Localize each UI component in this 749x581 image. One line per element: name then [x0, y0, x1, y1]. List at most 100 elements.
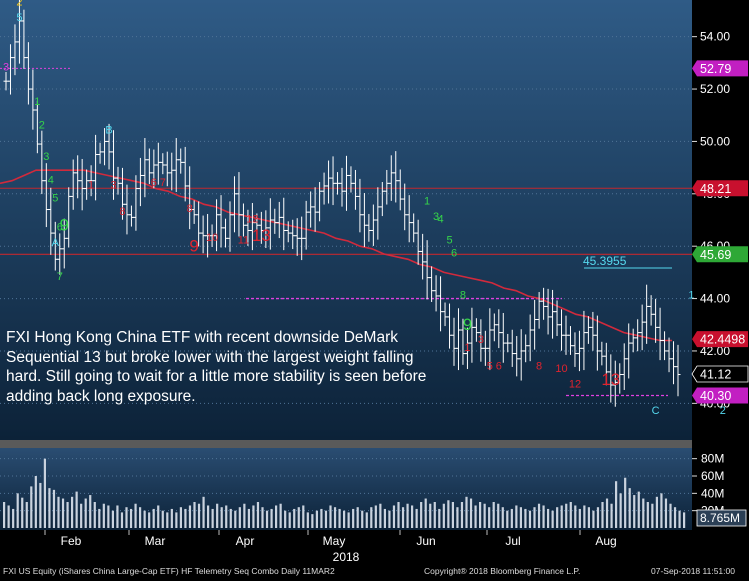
- volume-bar: [80, 503, 83, 528]
- demark-count: 1: [88, 180, 94, 192]
- demark-count: 7: [57, 271, 63, 283]
- axis-strip: [692, 0, 749, 530]
- volume-bar: [216, 503, 219, 528]
- footer-center: Copyright® 2018 Bloomberg Finance L.P.: [424, 566, 581, 576]
- volume-bar: [519, 507, 522, 528]
- volume-tick-label: 80M: [701, 452, 724, 466]
- demark-count: 5: [487, 360, 493, 372]
- volume-bar: [225, 505, 228, 528]
- volume-bar: [261, 507, 264, 528]
- volume-bar: [152, 508, 155, 528]
- volume-bar: [587, 507, 590, 528]
- volume-bar: [39, 482, 42, 528]
- volume-bar: [365, 512, 368, 528]
- demark-count: 11: [238, 235, 249, 247]
- volume-bar: [451, 502, 454, 528]
- volume-bar: [433, 502, 436, 528]
- volume-panel-background: [0, 448, 692, 530]
- volume-bar: [75, 491, 78, 528]
- month-label: Jul: [505, 534, 520, 548]
- volume-bar: [293, 508, 296, 528]
- demark-count: 10: [206, 232, 218, 244]
- volume-bar: [515, 505, 518, 528]
- volume-bar: [465, 496, 468, 528]
- y-tick-label: 50.00: [700, 134, 730, 148]
- volume-bar: [84, 498, 87, 528]
- demark-count: 1: [464, 342, 470, 354]
- volume-bar: [202, 496, 205, 528]
- volume-bar: [460, 502, 464, 528]
- volume-bar: [637, 491, 640, 528]
- volume-bar: [533, 507, 536, 528]
- price-tag: 48.21: [692, 180, 748, 197]
- volume-bar: [392, 505, 396, 528]
- volume-bar: [442, 503, 445, 528]
- svg-text:40.30: 40.30: [700, 389, 731, 403]
- demark-count: 6: [451, 248, 457, 260]
- month-label: May: [323, 534, 346, 548]
- svg-text:41.12: 41.12: [700, 368, 731, 382]
- volume-bar: [30, 486, 33, 528]
- volume-bar: [524, 508, 527, 528]
- volume-bar: [642, 498, 645, 528]
- volume-bar: [188, 505, 192, 528]
- volume-bar: [247, 508, 250, 528]
- volume-bar: [560, 505, 563, 528]
- volume-bar: [234, 510, 237, 528]
- volume-bar: [311, 514, 314, 528]
- volume-bar: [655, 496, 658, 528]
- volume-bar: [320, 508, 323, 528]
- volume-bar: [12, 508, 15, 528]
- demark-count: 8: [119, 206, 125, 218]
- volume-bar: [605, 498, 609, 528]
- volume-bar: [193, 502, 196, 528]
- volume-bar: [469, 498, 473, 528]
- month-label: Mar: [145, 534, 166, 548]
- price-tags: 52.79 48.21 45.69 42.4498 41.12 40.30: [691, 60, 749, 404]
- demark-count: 3: [433, 211, 439, 223]
- volume-bar: [420, 502, 423, 528]
- volume-bar: [211, 508, 214, 528]
- month-label: Jun: [416, 534, 435, 548]
- volume-bar: [633, 495, 636, 528]
- volume-bar: [3, 502, 6, 528]
- volume-bar: [551, 510, 554, 528]
- volume-bar: [411, 505, 414, 528]
- price-tag: 45.69: [692, 246, 748, 263]
- volume-bar: [578, 508, 581, 528]
- demark-count: 2: [16, 0, 22, 8]
- volume-bar: [547, 508, 550, 528]
- svg-text:52.79: 52.79: [700, 62, 731, 76]
- price-panel-background: [0, 0, 692, 440]
- volume-bar: [542, 505, 545, 528]
- volume-bar: [324, 510, 328, 528]
- volume-bar: [270, 508, 273, 528]
- price-tag: 41.12: [691, 365, 749, 383]
- demark-count: 5: [52, 193, 58, 205]
- volume-bar: [220, 507, 223, 528]
- volume-bar: [166, 512, 169, 528]
- volume-bar: [528, 510, 532, 528]
- volume-bar: [592, 510, 595, 528]
- demark-count: 9: [463, 315, 472, 334]
- volume-bar: [660, 493, 663, 528]
- demark-count: 3: [110, 180, 116, 192]
- volume-bar: [397, 502, 400, 528]
- volume-bar: [315, 510, 318, 528]
- volume-bar: [429, 503, 432, 528]
- volume-bar: [98, 508, 101, 528]
- volume-bar: [48, 488, 51, 528]
- volume-bar: [238, 507, 241, 528]
- demark-count: C: [652, 405, 660, 417]
- volume-bar: [646, 502, 649, 528]
- volume-bar: [347, 512, 350, 528]
- y-tick-label: 44.00: [700, 292, 730, 306]
- volume-bar: [438, 508, 441, 528]
- volume-bar: [361, 510, 364, 528]
- demark-count: 10: [555, 363, 567, 375]
- volume-bar: [456, 507, 459, 528]
- volume-bar: [401, 507, 405, 528]
- year-label: 2018: [333, 550, 360, 564]
- volume-bar: [306, 512, 309, 528]
- volume-bar: [601, 502, 604, 528]
